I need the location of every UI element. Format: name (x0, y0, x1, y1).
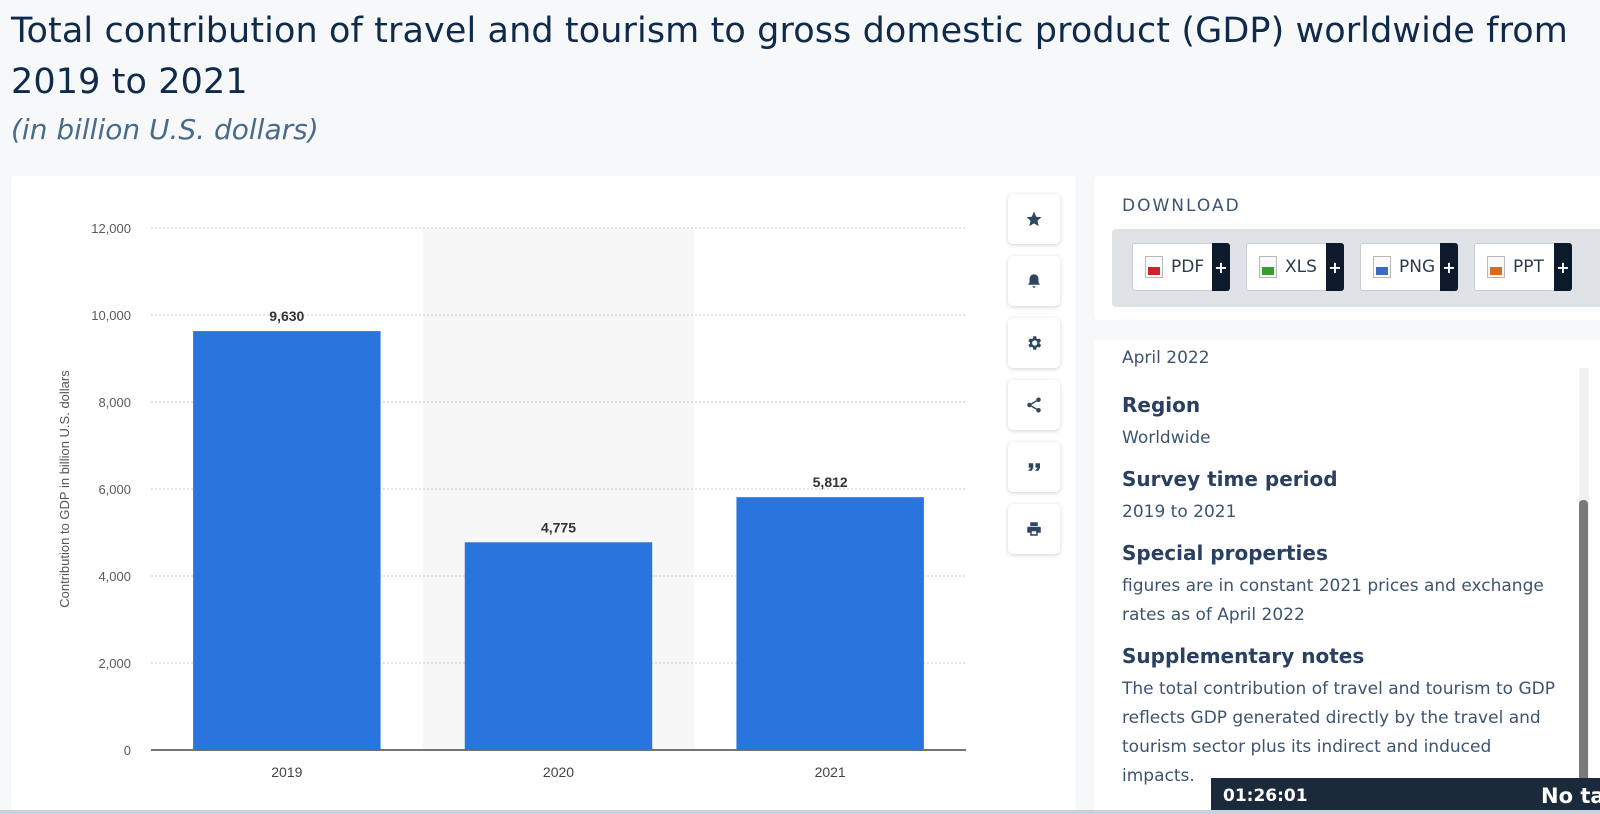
survey-period-heading: Survey time period (1122, 467, 1338, 491)
download-ppt-plus[interactable]: + (1554, 243, 1572, 291)
chart-card: 0 2,000 4,000 6,000 8,000 10,000 12,000 9,630 20… (11, 176, 1076, 814)
alert-button[interactable] (1008, 256, 1060, 306)
timer-bar: 01:26:01 No ta (1211, 778, 1600, 814)
share-button[interactable] (1008, 380, 1060, 430)
download-pdf-plus[interactable]: + (1212, 243, 1230, 291)
details-scrollbar-thumb[interactable] (1579, 500, 1588, 790)
settings-button[interactable] (1008, 318, 1060, 368)
download-xls-label: XLS (1285, 257, 1317, 277)
timer-clock: 01:26:01 (1223, 786, 1308, 806)
download-xls-plus[interactable]: + (1326, 243, 1344, 291)
xls-file-icon (1259, 256, 1277, 278)
print-icon (1027, 522, 1041, 536)
download-png-label: PNG (1399, 257, 1436, 277)
bar-2021 (736, 497, 924, 750)
gear-icon (1028, 336, 1042, 350)
timer-message: No ta (1541, 784, 1600, 808)
download-panel: DOWNLOAD PDF + XLS + PNG + PPT + (1094, 176, 1600, 320)
supplementary-notes-value: The total contribution of travel and tou… (1122, 679, 1555, 786)
download-pdf-button[interactable]: PDF + (1132, 243, 1230, 291)
bar-2019 (193, 331, 381, 750)
download-ppt-label: PPT (1513, 257, 1544, 277)
data-label: 9,630 (269, 308, 304, 324)
png-file-icon (1373, 256, 1391, 278)
page-title: Total contribution of travel and tourism… (11, 11, 1569, 102)
y-tick-label: 8,000 (98, 395, 131, 410)
y-axis-label: Contribution to GDP in billion U.S. doll… (57, 370, 72, 608)
bar-2020 (464, 542, 653, 750)
bar-chart: 0 2,000 4,000 6,000 8,000 10,000 12,000 9,630 20… (57, 221, 966, 780)
y-tick-label: 2,000 (98, 656, 131, 671)
cite-button[interactable] (1008, 442, 1060, 492)
download-xls-button[interactable]: XLS + (1246, 243, 1344, 291)
data-label: 5,812 (813, 474, 848, 490)
download-png-button[interactable]: PNG + (1360, 243, 1458, 291)
x-tick-label: 2019 (271, 764, 302, 780)
favorite-button[interactable] (1008, 194, 1060, 244)
download-button-bar: PDF + XLS + PNG + PPT + (1112, 229, 1600, 307)
share-icon (1027, 397, 1041, 413)
y-tick-label: 6,000 (98, 482, 131, 497)
special-properties-value: figures are in constant 2021 prices and … (1122, 576, 1544, 625)
download-ppt-button[interactable]: PPT + (1474, 243, 1572, 291)
x-tick-label: 2020 (543, 764, 574, 780)
data-label: 4,775 (541, 519, 576, 535)
special-properties-heading: Special properties (1122, 541, 1328, 565)
download-pdf-label: PDF (1171, 257, 1205, 277)
bell-icon (1028, 274, 1040, 288)
region-heading: Region (1122, 393, 1201, 417)
window-bottom-border (0, 810, 1600, 814)
release-date-value: April 2022 (1122, 348, 1210, 368)
download-png-plus[interactable]: + (1440, 243, 1458, 291)
y-tick-label: 0 (124, 743, 131, 758)
download-heading: DOWNLOAD (1122, 196, 1241, 216)
y-tick-label: 12,000 (91, 221, 131, 236)
region-value: Worldwide (1122, 428, 1211, 448)
survey-period-value: 2019 to 2021 (1122, 502, 1237, 522)
supplementary-notes-heading: Supplementary notes (1122, 644, 1365, 668)
quote-icon (1028, 463, 1040, 471)
statistic-details-panel: April 2022 Region Worldwide Survey time … (1094, 340, 1600, 814)
pdf-file-icon (1145, 256, 1163, 278)
star-icon (1026, 211, 1042, 227)
page-subtitle: (in billion U.S. dollars) (11, 113, 319, 146)
print-button[interactable] (1008, 504, 1060, 554)
y-tick-label: 4,000 (98, 569, 131, 584)
x-tick-label: 2021 (815, 764, 846, 780)
y-tick-label: 10,000 (91, 308, 131, 323)
ppt-file-icon (1487, 256, 1505, 278)
